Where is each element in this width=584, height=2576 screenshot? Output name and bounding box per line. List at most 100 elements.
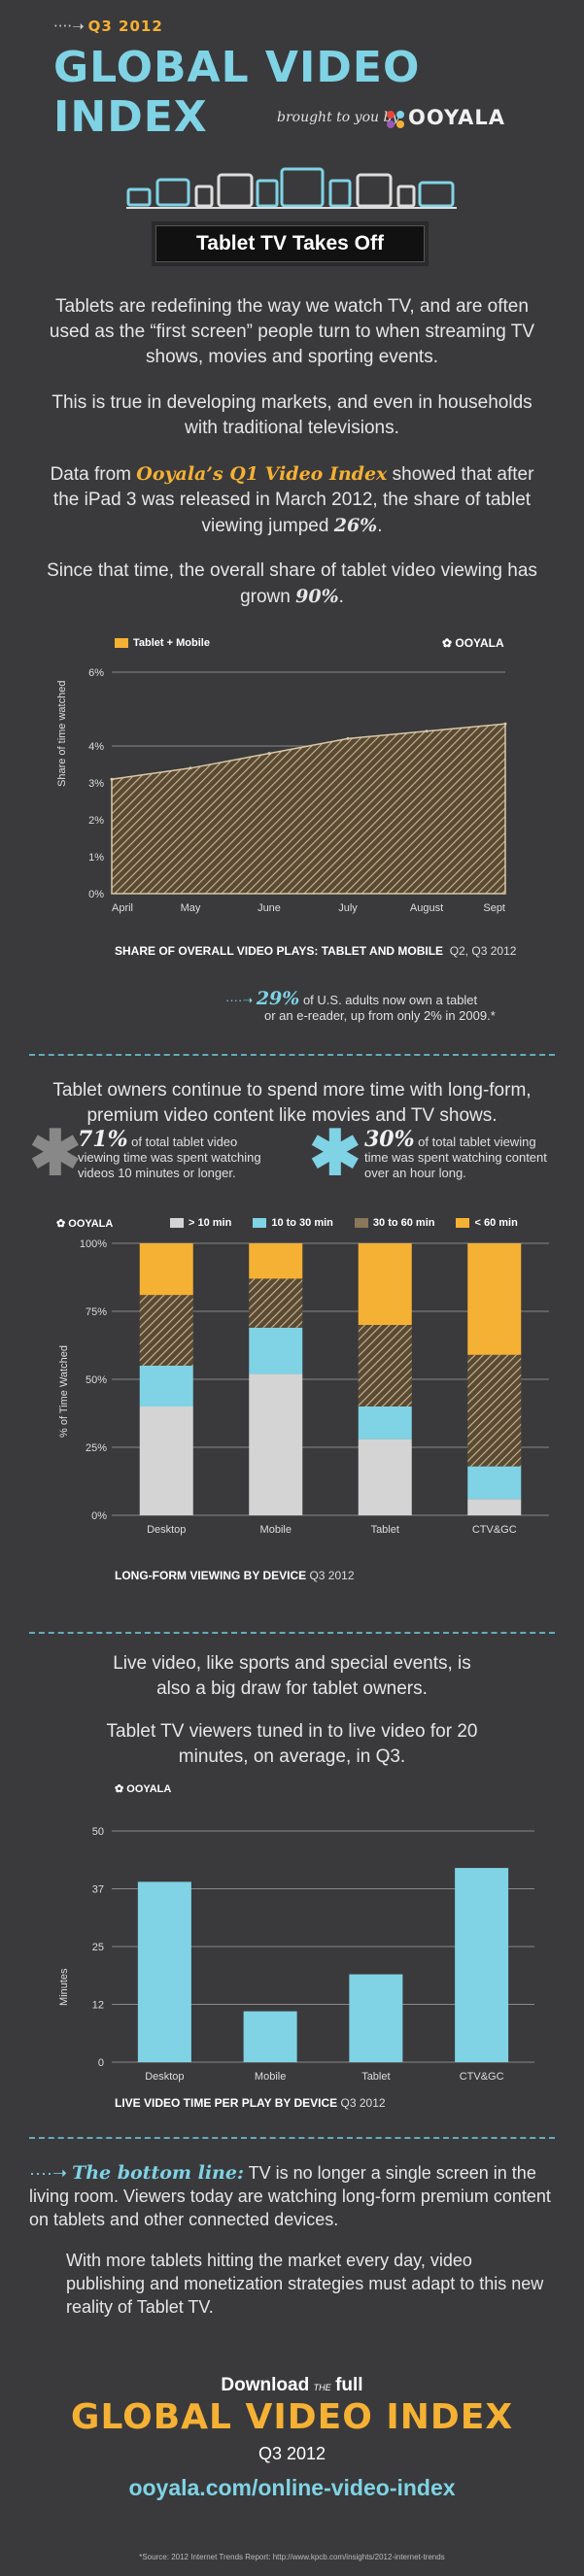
intro-paragraph-4: Since that time, the overall share of ta…	[47, 560, 537, 607]
bar-chart: 0 12 25 37 50 Desktop Mobile Tablet CTV&GC	[92, 1826, 534, 2083]
footer-url-link[interactable]: ooyala.com/online-video-index	[128, 2475, 456, 2500]
source-note: *Source: 2012 Internet Trends Report: ht…	[139, 2553, 445, 2561]
x-tick-label: CTV&GC	[472, 1524, 517, 1536]
stacked-bar-segment	[139, 1295, 193, 1366]
brand-name: OOYALA	[408, 106, 506, 129]
bar-brand: ✿ OOYALA	[115, 1783, 172, 1795]
legend-item: > 10 min	[170, 1217, 231, 1229]
y-tick-label: 25%	[86, 1442, 107, 1454]
area-point	[189, 766, 192, 770]
adults-note: ····➝ 29% of U.S. adults now own a table…	[225, 988, 496, 1024]
y-tick-label: 37	[92, 1884, 104, 1896]
stacked-caption: LONG-FORM VIEWING BY DEVICE Q3 2012	[115, 1569, 355, 1582]
bar	[243, 2011, 297, 2062]
x-tick-label: Tablet	[371, 1524, 399, 1536]
divider	[29, 1054, 555, 1056]
stacked-bar-segment	[249, 1327, 303, 1374]
area-series	[111, 723, 506, 895]
x-tick-label: June	[258, 902, 281, 914]
y-tick-label: 1%	[88, 852, 104, 864]
bottom-line: ····➝ The bottom line: TV is no longer a…	[29, 2162, 551, 2229]
x-tick-label: Tablet	[361, 2071, 390, 2083]
area-legend: Tablet + Mobile	[115, 637, 210, 649]
x-tick-label: Mobile	[255, 2071, 286, 2083]
area-point	[346, 736, 350, 740]
stacked-bar-segment	[358, 1439, 412, 1515]
y-tick-label: 3%	[88, 778, 104, 790]
longform-intro: Tablet owners continue to spend more tim…	[52, 1080, 532, 1126]
intro-paragraph-2: This is true in developing markets, and …	[52, 392, 532, 438]
y-tick-label: 25	[92, 1942, 104, 1953]
footer-download: Download THE full	[221, 2375, 363, 2395]
source-highlight: Ooyala’s Q1 Video Index	[136, 463, 388, 485]
stacked-bar-segment	[139, 1243, 193, 1296]
intro-paragraph-3: Data from Ooyala’s Q1 Video Index showed…	[50, 463, 534, 536]
bar	[455, 1868, 509, 2062]
legend-swatch	[170, 1218, 184, 1229]
stacked-bar-segment	[358, 1243, 412, 1325]
growth-value: 90%	[295, 586, 339, 607]
stacked-bar-segment	[139, 1366, 193, 1407]
legend-label: > 10 min	[189, 1217, 232, 1229]
bar	[137, 1881, 191, 2062]
legend-item: 10 to 30 min	[253, 1217, 333, 1229]
live-paragraph-1: Live video, like sports and special even…	[113, 1653, 471, 1699]
legend-swatch	[253, 1218, 267, 1229]
bar-ylabel: Minutes	[58, 1968, 70, 2006]
intro-paragraph-1: Tablets are redefining the way we watch …	[49, 296, 535, 367]
jump-value: 26%	[333, 515, 378, 536]
footer-quarter: Q3 2012	[258, 2444, 326, 2463]
legend-label: 30 to 60 min	[372, 1217, 435, 1229]
x-tick-label: July	[338, 902, 358, 914]
stat-30: 30% of total tablet viewing time was spe…	[364, 1127, 547, 1180]
y-tick-label: 12	[92, 2000, 104, 2012]
stacked-brand: ✿ OOYALA	[56, 1218, 114, 1230]
stacked-bar-segment	[358, 1407, 412, 1440]
area-brand: ✿ OOYALA	[442, 636, 504, 650]
x-tick-label: Mobile	[260, 1524, 292, 1536]
legend-swatch	[456, 1218, 470, 1229]
stacked-bar-segment	[467, 1499, 522, 1515]
legend-label: < 60 min	[474, 1217, 518, 1229]
stacked-bar-segment	[249, 1373, 303, 1515]
y-tick-label: 4%	[88, 741, 104, 753]
area-point	[267, 752, 271, 756]
area-point	[425, 729, 429, 733]
page-title: GLOBAL VIDEO INDEX	[53, 43, 421, 142]
legend-item: < 60 min	[456, 1217, 518, 1229]
asterisk-icon: ✱	[309, 1118, 361, 1188]
x-tick-label: August	[410, 902, 443, 914]
arrow-icon: ····➝	[53, 17, 85, 35]
brought-by-text: brought to you by	[277, 110, 400, 125]
legend-swatch	[354, 1218, 368, 1229]
x-tick-label: CTV&GC	[460, 2071, 504, 2083]
stacked-chart: 0% 25% 50% 75% 100% Desktop Mobile Tablet CTV&GC	[80, 1238, 549, 1536]
footer-title: GLOBAL VIDEO INDEX	[70, 2397, 514, 2437]
y-tick-label: 100%	[80, 1238, 107, 1250]
stacked-bar-segment	[467, 1354, 522, 1467]
area-point	[503, 722, 507, 726]
y-tick-label: 0%	[88, 889, 104, 900]
arrow-icon: ····➝	[225, 993, 257, 1007]
stacked-legend: > 10 min 10 to 30 min 30 to 60 min < 60 min	[170, 1217, 539, 1229]
stacked-bar-segment	[467, 1466, 522, 1500]
x-tick-label: May	[181, 902, 201, 914]
area-chart: 0% 1% 2% 3% 4% 6% April May June July August Sept	[88, 667, 507, 914]
stacked-bar-segment	[249, 1243, 303, 1279]
divider	[29, 2137, 555, 2139]
legend-swatch	[115, 638, 128, 649]
legend-label: 10 to 30 min	[271, 1217, 333, 1229]
x-tick-label: Desktop	[147, 1524, 186, 1536]
y-tick-label: 6%	[88, 667, 104, 679]
stacked-bar-segment	[358, 1325, 412, 1407]
y-tick-label: 0	[98, 2057, 104, 2069]
asterisk-icon: ✱	[29, 1118, 82, 1188]
section-banner: Tablet TV Takes Off	[155, 225, 425, 262]
legend-item: 30 to 60 min	[354, 1217, 435, 1229]
bar	[349, 1974, 403, 2062]
x-tick-label: Sept	[483, 902, 505, 914]
x-tick-label: April	[112, 902, 133, 914]
y-tick-label: 0%	[91, 1510, 107, 1522]
y-tick-label: 50%	[86, 1374, 107, 1386]
area-point	[110, 777, 114, 781]
